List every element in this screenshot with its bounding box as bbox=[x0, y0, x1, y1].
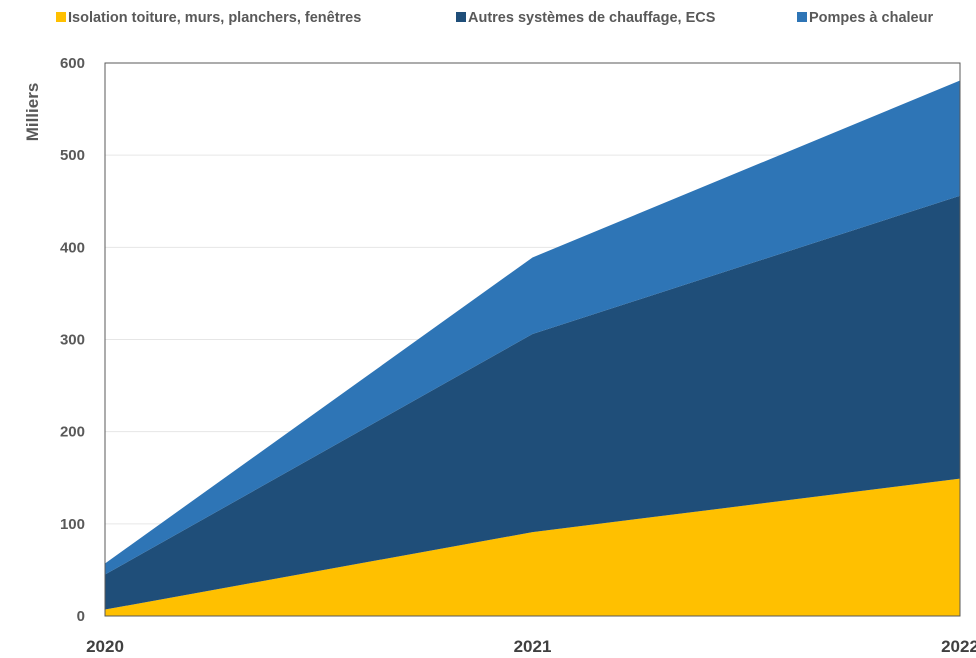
legend-label-3: Pompes à chaleur bbox=[809, 10, 933, 26]
x-tick-label-2021: 2021 bbox=[514, 637, 552, 653]
plot-border bbox=[104, 62, 961, 617]
legend-label-1: Isolation toiture, murs, planchers, fenê… bbox=[68, 10, 361, 26]
y-tick-label-600: 600 bbox=[60, 55, 85, 72]
y-tick-label-400: 400 bbox=[60, 239, 85, 256]
y-tick-label-100: 100 bbox=[60, 516, 85, 533]
legend-label-2: Autres systèmes de chauffage, ECS bbox=[468, 10, 716, 26]
legend: Isolation toiture, murs, planchers, fenê… bbox=[56, 10, 933, 26]
area-series-2 bbox=[105, 195, 960, 610]
y-axis-title: Milliers bbox=[23, 83, 42, 142]
legend-swatch-2 bbox=[456, 12, 466, 22]
x-tick-label-2022: 2022 bbox=[941, 637, 976, 653]
y-axis: 0 100 200 300 400 500 600 bbox=[60, 55, 85, 625]
plot-frame bbox=[104, 62, 961, 617]
legend-swatch-1 bbox=[56, 12, 66, 22]
area-series-1 bbox=[105, 478, 960, 616]
x-tick-label-2020: 2020 bbox=[86, 637, 124, 653]
y-tick-label-300: 300 bbox=[60, 332, 85, 349]
y-tick-label-500: 500 bbox=[60, 147, 85, 164]
y-tick-label-0: 0 bbox=[77, 608, 85, 625]
plot-areas bbox=[105, 80, 960, 616]
legend-swatch-3 bbox=[797, 12, 807, 22]
y-tick-label-200: 200 bbox=[60, 424, 85, 441]
x-axis: 2020 2021 2022 bbox=[86, 637, 976, 656]
area-series-3 bbox=[105, 80, 960, 575]
